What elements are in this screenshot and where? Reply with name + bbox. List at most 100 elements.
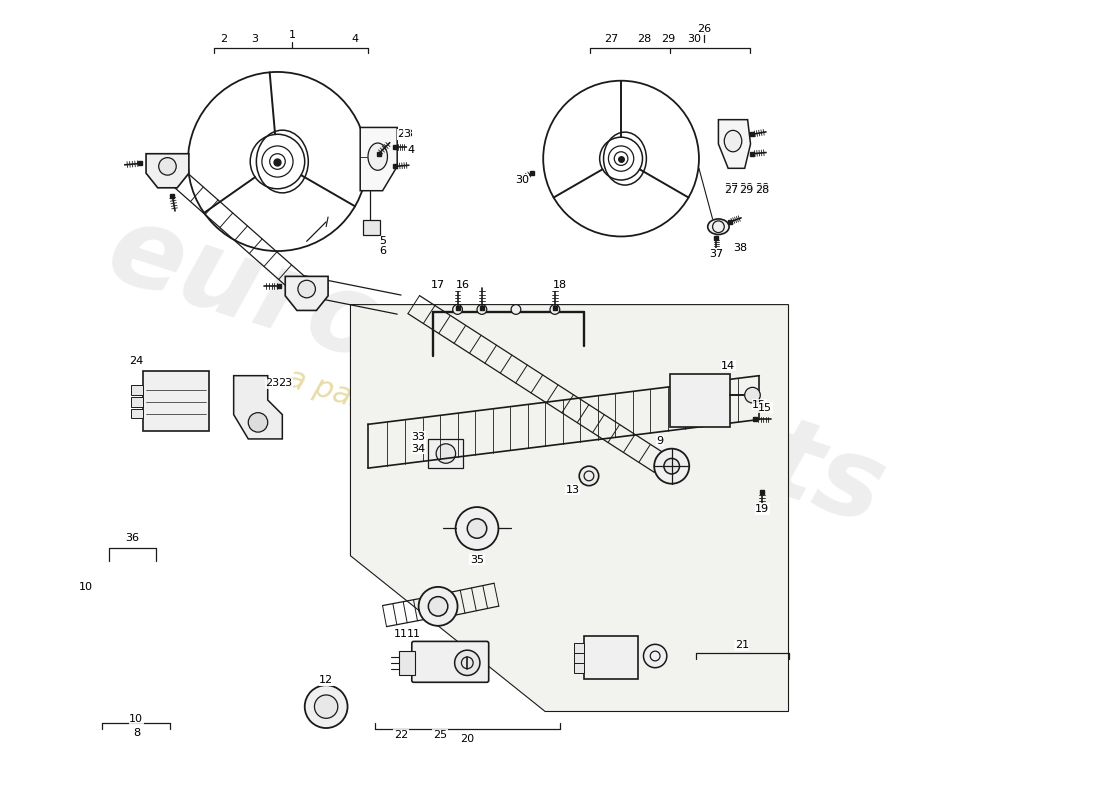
Text: 10: 10 — [130, 714, 143, 724]
Text: 19: 19 — [756, 504, 769, 514]
Text: 30: 30 — [688, 34, 701, 44]
Text: 27: 27 — [724, 182, 738, 193]
Text: 21: 21 — [735, 640, 749, 650]
Circle shape — [298, 280, 316, 298]
Text: 33: 33 — [411, 432, 426, 442]
Text: 23: 23 — [278, 378, 293, 389]
Text: 2: 2 — [397, 130, 405, 139]
Text: 6: 6 — [379, 246, 386, 256]
Text: 16: 16 — [455, 280, 470, 290]
Text: 34: 34 — [411, 444, 426, 454]
Text: 30: 30 — [515, 175, 529, 185]
Polygon shape — [718, 120, 750, 168]
Text: 14: 14 — [722, 361, 735, 371]
Circle shape — [455, 507, 498, 550]
Circle shape — [419, 587, 458, 626]
Text: 18: 18 — [552, 280, 567, 290]
Bar — [574, 643, 584, 653]
Text: 37: 37 — [710, 249, 724, 259]
Polygon shape — [428, 439, 463, 468]
Text: 16: 16 — [455, 280, 470, 290]
Bar — [574, 663, 584, 673]
Circle shape — [654, 449, 690, 484]
FancyBboxPatch shape — [670, 374, 730, 427]
Circle shape — [428, 597, 448, 616]
Circle shape — [580, 466, 598, 486]
Text: 3: 3 — [252, 34, 258, 44]
Text: 2: 2 — [220, 34, 228, 44]
Text: 25: 25 — [433, 730, 447, 740]
Text: 27: 27 — [604, 34, 618, 44]
Text: 9: 9 — [657, 436, 663, 446]
Text: 12: 12 — [319, 675, 333, 686]
Text: 1: 1 — [288, 30, 296, 40]
Text: 37: 37 — [710, 249, 724, 259]
Circle shape — [664, 458, 680, 474]
Text: 4: 4 — [407, 145, 415, 155]
Circle shape — [453, 305, 462, 314]
FancyBboxPatch shape — [143, 370, 209, 431]
Text: 10: 10 — [79, 582, 92, 592]
Circle shape — [315, 695, 338, 718]
Text: 8: 8 — [133, 728, 140, 738]
Text: 9: 9 — [657, 436, 663, 446]
Text: 24: 24 — [129, 356, 143, 366]
Circle shape — [644, 644, 667, 668]
Text: 28: 28 — [637, 34, 651, 44]
Bar — [574, 653, 584, 663]
Text: eurocarparts: eurocarparts — [95, 195, 898, 546]
Text: 30: 30 — [515, 175, 529, 185]
Text: 2: 2 — [397, 130, 405, 139]
Circle shape — [436, 444, 455, 463]
Bar — [132, 397, 143, 407]
Text: 3: 3 — [404, 130, 410, 139]
Text: 19: 19 — [756, 504, 769, 514]
Text: 17: 17 — [431, 280, 446, 290]
Text: 29: 29 — [661, 34, 675, 44]
Ellipse shape — [368, 143, 387, 170]
Text: 36: 36 — [125, 534, 140, 543]
Text: 17: 17 — [431, 280, 446, 290]
Text: 15: 15 — [752, 400, 767, 410]
Polygon shape — [285, 276, 328, 310]
Text: 35: 35 — [470, 554, 484, 565]
Circle shape — [468, 518, 486, 538]
Polygon shape — [351, 305, 789, 711]
Text: 26: 26 — [696, 24, 711, 34]
Text: 13: 13 — [565, 485, 580, 494]
Text: 14: 14 — [722, 361, 735, 371]
FancyBboxPatch shape — [584, 635, 638, 679]
FancyBboxPatch shape — [411, 642, 488, 682]
Text: 20: 20 — [460, 734, 474, 744]
Text: 4: 4 — [352, 34, 359, 44]
Bar — [132, 386, 143, 395]
Text: 36: 36 — [125, 534, 140, 543]
Circle shape — [249, 413, 267, 432]
Circle shape — [550, 305, 560, 314]
Text: 3: 3 — [406, 130, 412, 139]
Polygon shape — [146, 154, 189, 188]
Text: 15: 15 — [758, 402, 772, 413]
Circle shape — [305, 686, 348, 728]
Text: 8: 8 — [133, 728, 140, 738]
Circle shape — [477, 305, 486, 314]
Text: 5: 5 — [379, 236, 386, 246]
Text: 29: 29 — [739, 182, 754, 193]
Circle shape — [158, 158, 176, 175]
Polygon shape — [363, 220, 379, 234]
Text: 11: 11 — [394, 629, 408, 638]
Text: 10: 10 — [79, 582, 92, 592]
Text: 13: 13 — [565, 485, 580, 494]
Text: 23: 23 — [265, 378, 279, 389]
Text: 34: 34 — [411, 444, 426, 454]
Text: 5: 5 — [379, 236, 386, 246]
Text: 4: 4 — [407, 145, 415, 155]
Bar — [132, 409, 143, 418]
Polygon shape — [233, 376, 283, 439]
Text: a passion for parts since 1985: a passion for parts since 1985 — [283, 364, 730, 534]
Text: 33: 33 — [411, 432, 426, 442]
Circle shape — [454, 650, 480, 675]
Ellipse shape — [707, 219, 729, 234]
Bar — [399, 651, 415, 674]
Text: 38: 38 — [733, 243, 747, 253]
